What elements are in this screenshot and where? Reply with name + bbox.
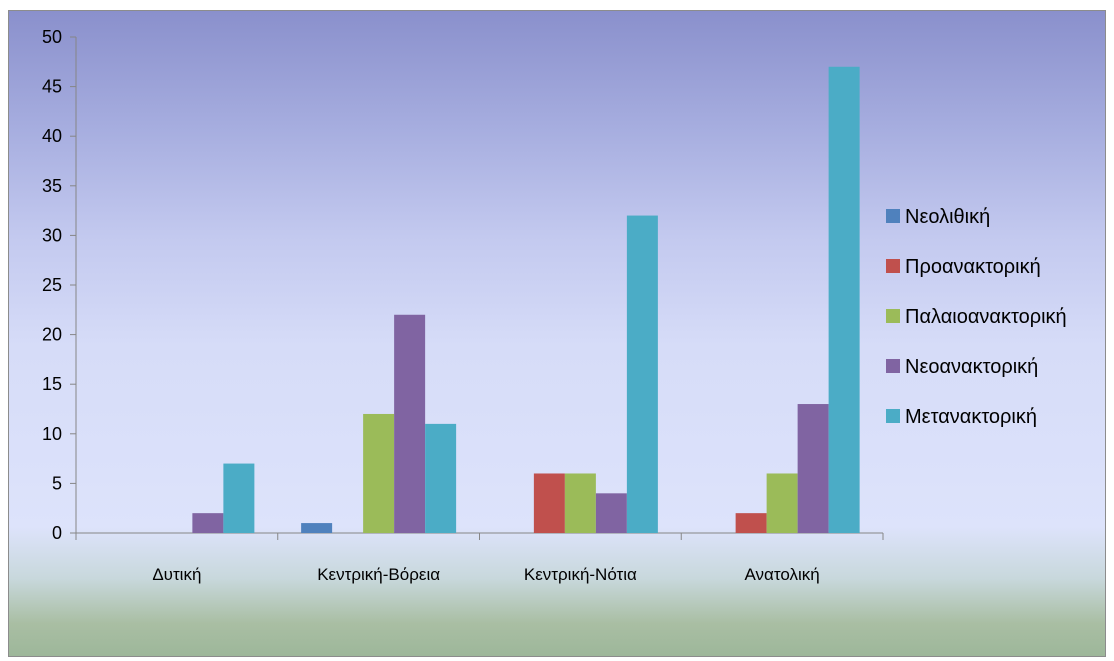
y-tick-label: 35 [42, 176, 62, 196]
legend-label: Νεοανακτορική [905, 356, 1038, 378]
y-tick-label: 0 [52, 523, 62, 543]
chart-area: 0 5 10 15 20 25 30 35 40 45 50 Δυτική Κεντρική-Βόρει… [8, 10, 1106, 657]
bar [223, 463, 255, 533]
bar-chart: 0 5 10 15 20 25 30 35 40 45 50 Δυτική Κεντρική-Βόρει… [42, 27, 1067, 584]
legend-swatch [886, 309, 900, 323]
legend-label: Παλαιοανακτορική [905, 306, 1067, 328]
y-tick-label: 45 [42, 77, 62, 97]
legend-label: Προανακτορική [905, 256, 1041, 278]
bar [564, 473, 596, 533]
bar [192, 513, 224, 533]
y-tick-label: 30 [42, 225, 62, 245]
bar [797, 404, 829, 533]
bars [192, 66, 860, 533]
bar [363, 413, 395, 533]
x-tick-label: Ανατολική [745, 565, 820, 584]
y-tick-label: 5 [52, 473, 62, 493]
x-tick-label: Δυτική [152, 565, 201, 584]
bar [766, 473, 798, 533]
legend-label: Μετανακτορική [905, 406, 1037, 428]
bar [301, 523, 333, 533]
bar [394, 314, 426, 533]
y-tick-label: 20 [42, 325, 62, 345]
y-tick-label: 50 [42, 27, 62, 47]
x-tick-label: Κεντρική-Νότια [524, 565, 637, 584]
legend-swatch [886, 359, 900, 373]
y-tick-label: 15 [42, 374, 62, 394]
legend-label: Νεολιθική [905, 206, 990, 228]
legend-swatch [886, 209, 900, 223]
y-tick-label: 25 [42, 275, 62, 295]
bar [595, 493, 627, 533]
legend-swatch [886, 409, 900, 423]
bar [626, 215, 658, 533]
legend: Νεολιθική Προανακτορική Παλαιοανακτορική Νε… [886, 206, 1067, 428]
legend-swatch [886, 259, 900, 273]
axes: 0 5 10 15 20 25 30 35 40 45 50 Δυτική Κεντρική-Βόρει… [42, 27, 884, 584]
bar [735, 513, 767, 533]
bar [425, 423, 457, 533]
bar [828, 66, 860, 533]
y-tick-label: 40 [42, 126, 62, 146]
x-tick-label: Κεντρική-Βόρεια [317, 565, 440, 584]
bar [533, 473, 565, 533]
y-tick-label: 10 [42, 424, 62, 444]
